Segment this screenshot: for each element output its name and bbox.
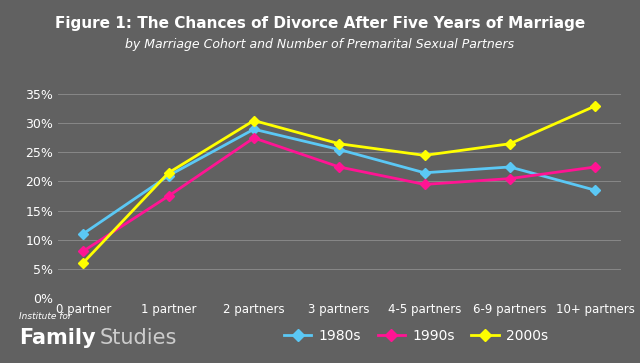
Text: Family: Family [19, 329, 96, 348]
Legend: 1980s, 1990s, 2000s: 1980s, 1990s, 2000s [278, 324, 554, 349]
Text: Studies: Studies [99, 329, 177, 348]
Text: Figure 1: The Chances of Divorce After Five Years of Marriage: Figure 1: The Chances of Divorce After F… [55, 16, 585, 31]
Text: Institute for: Institute for [19, 312, 72, 321]
Text: by Marriage Cohort and Number of Premarital Sexual Partners: by Marriage Cohort and Number of Premari… [125, 38, 515, 51]
